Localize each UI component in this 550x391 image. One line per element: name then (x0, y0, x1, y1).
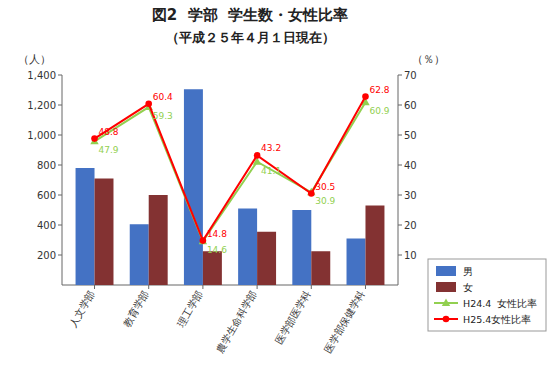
legend-marker (442, 299, 450, 307)
y2-tick-label: 70 (404, 70, 417, 81)
y-tick-label: 1,000 (27, 130, 56, 141)
y2-tick-label: 10 (404, 250, 417, 261)
y-tick-label: 1,400 (27, 70, 56, 81)
y2-tick (398, 105, 402, 106)
x-tick (365, 285, 366, 289)
data-label: 41.1 (261, 166, 281, 176)
legend-label: 女 (463, 282, 473, 293)
y2-tick (398, 135, 402, 136)
x-tick-label: 医学部医学科 (273, 289, 313, 346)
x-tick-label: 理工学部 (175, 289, 205, 329)
y2-tick-label: 40 (404, 160, 417, 171)
legend-swatch (436, 266, 456, 276)
data-label: 48.8 (99, 127, 119, 137)
x-tick (202, 285, 203, 289)
data-label: 30.5 (315, 182, 335, 192)
bar (292, 210, 311, 285)
bar (130, 224, 149, 285)
bar-series (95, 179, 385, 286)
data-label: 30.9 (315, 196, 335, 206)
x-tick-label: 人文学部 (67, 289, 97, 329)
y2-tick (398, 195, 402, 196)
legend-label: H25.4女性比率 (463, 314, 531, 325)
y-tick-label: 400 (37, 220, 56, 231)
legend-box (428, 259, 546, 331)
y-tick-label: 600 (37, 190, 56, 201)
y2-tick (398, 225, 402, 226)
line (95, 102, 366, 241)
background (0, 0, 550, 391)
y-tick (58, 105, 62, 106)
y-tick (58, 225, 62, 226)
x-tick-label: 医学部保健学科 (323, 289, 368, 355)
bar (238, 209, 257, 286)
y-tick (58, 135, 62, 136)
legend-swatch (436, 282, 456, 292)
axes: 200 400 600 800 1,000 1,200 1,400 10 20 30 40 50 60 7… (27, 70, 416, 355)
line-series (90, 98, 369, 244)
data-label: 59.3 (153, 111, 173, 121)
chart: 図2 学部 学生数・女性比率 （平成２５年４月１日現在） （人） （％） 200 400 6… (0, 0, 550, 391)
title: 図2 学部 学生数・女性比率 (152, 6, 348, 24)
y2-tick-label: 60 (404, 100, 417, 111)
y-axis-line (62, 75, 63, 285)
bar (311, 251, 330, 285)
y2-tick-label: 30 (404, 190, 417, 201)
x-tick (257, 285, 258, 289)
x-tick (94, 285, 95, 289)
y-tick (58, 75, 62, 76)
y-tick (58, 165, 62, 166)
marker (145, 101, 152, 108)
subtitle: （平成２５年４月１日現在） (166, 30, 335, 45)
data-label: 43.2 (261, 143, 281, 153)
y2-axis-line (398, 75, 399, 285)
y2-axis-label: （％） (412, 53, 445, 66)
data-label: 14.6 (207, 245, 227, 255)
y-tick (58, 195, 62, 196)
bar-series (76, 89, 366, 285)
x-tick-label: 教育学部 (121, 289, 151, 329)
y2-tick (398, 255, 402, 256)
y-tick-label: 1,200 (27, 100, 56, 111)
data-label: 47.9 (99, 145, 119, 155)
y-tick (58, 255, 62, 256)
data-label: 14.8 (207, 229, 227, 239)
legend-marker (443, 316, 450, 323)
data-label: 60.4 (153, 92, 173, 102)
y2-tick (398, 75, 402, 76)
bar (365, 206, 384, 286)
plot-area (76, 89, 385, 285)
y2-tick-label: 50 (404, 130, 417, 141)
data-label: 62.8 (369, 85, 389, 95)
y2-tick (398, 165, 402, 166)
line-series (91, 93, 369, 244)
bar (347, 239, 366, 286)
data-label: 60.9 (369, 106, 389, 116)
data-labels: 47.9 59.3 14.6 41.1 30.9 60.9 48.8 60.4 14.8 43.2… (99, 85, 390, 256)
marker (200, 237, 207, 244)
y-tick-label: 200 (37, 250, 56, 261)
line (95, 97, 366, 241)
bar (76, 168, 95, 285)
legend-label: 男 (463, 266, 473, 277)
marker (362, 93, 369, 100)
legend: 男女 H24.4 女性比率 H25.4女性比率 (428, 259, 546, 331)
bar (184, 89, 203, 285)
y2-tick-label: 20 (404, 220, 417, 231)
y-tick-label: 800 (37, 160, 56, 171)
y-axis-label: （人） (18, 53, 51, 66)
bar (203, 251, 222, 285)
x-tick-label: 農学生命科学部 (214, 289, 259, 355)
bar (257, 232, 276, 285)
marker (91, 135, 98, 142)
x-tick (311, 285, 312, 289)
bar (149, 195, 168, 285)
marker (254, 152, 261, 159)
marker (308, 190, 315, 197)
legend-label: H24.4 女性比率 (463, 298, 537, 309)
x-tick (148, 285, 149, 289)
bar (95, 179, 114, 286)
